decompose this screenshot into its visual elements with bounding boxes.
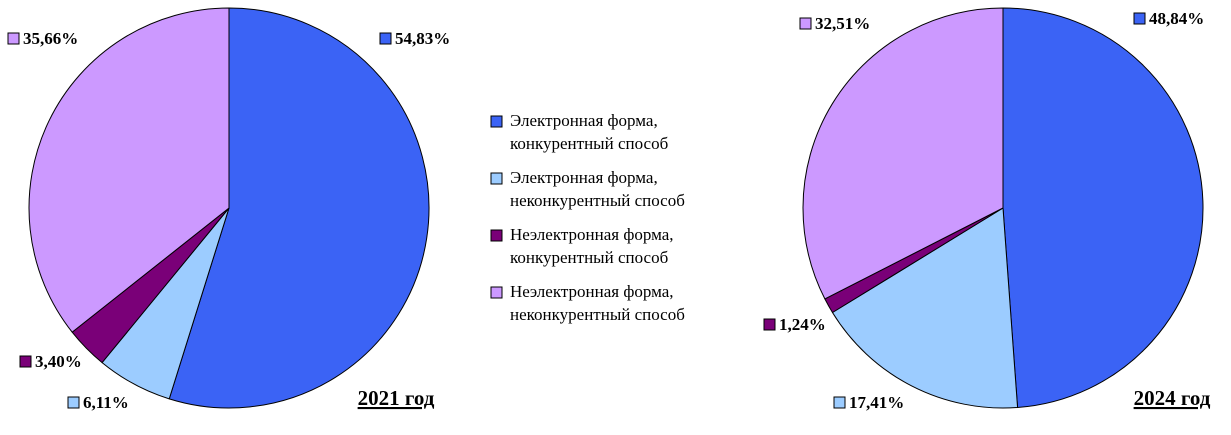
legend-swatch <box>490 172 503 185</box>
legend-entry-line1: Электронная форма, <box>510 168 658 187</box>
data-label: 1,24% <box>779 315 826 334</box>
chart-title-2021: 2021 год <box>358 386 435 410</box>
data-label: 32,51% <box>815 14 870 33</box>
legend-entry-line1: Неэлектронная форма, <box>510 282 674 301</box>
data-label-swatch <box>833 396 846 409</box>
pie-chart-2024: 48,84% 17,41% 1,24% 32,51% <box>763 7 1204 412</box>
legend-entry-line2: конкурентный способ <box>510 248 668 267</box>
pie-chart-2021: 54,83% 6,11% 3,40% 35,66% <box>7 7 450 412</box>
data-label-swatch <box>19 355 32 368</box>
pie-slice <box>802 7 1004 300</box>
pie-slice <box>831 207 1019 409</box>
legend-entry-line1: Электронная форма, <box>510 111 658 130</box>
data-label: 3,40% <box>35 352 82 371</box>
data-label: 6,11% <box>83 393 129 412</box>
data-label-swatch <box>67 396 80 409</box>
data-label: 35,66% <box>23 29 78 48</box>
data-label: 48,84% <box>1149 9 1204 28</box>
pie-slice <box>1002 7 1204 408</box>
legend-entry-line1: Неэлектронная форма, <box>510 225 674 244</box>
data-label-swatch <box>7 32 20 45</box>
legend-swatch <box>490 229 503 242</box>
legend: Электронная форма, конкурентный способ Эле… <box>490 111 685 324</box>
legend-swatch <box>490 286 503 299</box>
legend-entry-line2: конкурентный способ <box>510 134 668 153</box>
data-label-swatch <box>379 32 392 45</box>
data-label: 17,41% <box>849 393 904 412</box>
data-label-swatch <box>1133 12 1146 25</box>
legend-swatch <box>490 115 503 128</box>
legend-entry-line2: неконкурентный способ <box>510 191 685 210</box>
chart-title-2024: 2024 год <box>1134 386 1211 410</box>
data-label: 54,83% <box>395 29 450 48</box>
data-label-swatch <box>799 17 812 30</box>
pie-slice <box>28 7 230 333</box>
legend-entry-line2: неконкурентный способ <box>510 305 685 324</box>
pie-slice <box>168 7 430 409</box>
data-label-swatch <box>763 318 776 331</box>
